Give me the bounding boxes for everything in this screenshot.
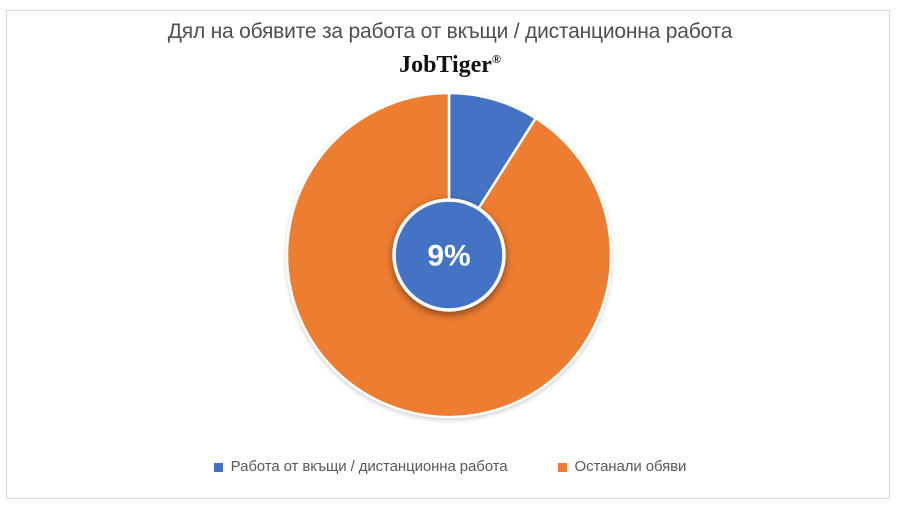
registered-trademark-icon: ® [491, 52, 501, 66]
donut-center: 9% [392, 198, 506, 312]
brand-name: JobTiger [399, 52, 492, 78]
legend-marker-blue-icon [213, 462, 223, 472]
chart-title: Дял на обявите за работа от вкъщи / дист… [167, 20, 733, 43]
legend-label-remote-work: Работа от вкъщи / дистанционна работа [230, 458, 508, 475]
legend-item-other-ads[interactable]: Останали обяви [557, 458, 687, 475]
legend-label-other-ads: Останали обяви [574, 458, 687, 475]
legend: Работа от вкъщи / дистанционна работа Ос… [0, 458, 900, 475]
brand-logo: JobTiger® [0, 52, 900, 79]
legend-marker-orange-icon [557, 462, 567, 472]
legend-item-remote-work[interactable]: Работа от вкъщи / дистанционна работа [213, 458, 508, 475]
center-percentage-label: 9% [427, 240, 470, 273]
center-circle [392, 198, 506, 312]
pie-chart: 9% [285, 91, 613, 419]
